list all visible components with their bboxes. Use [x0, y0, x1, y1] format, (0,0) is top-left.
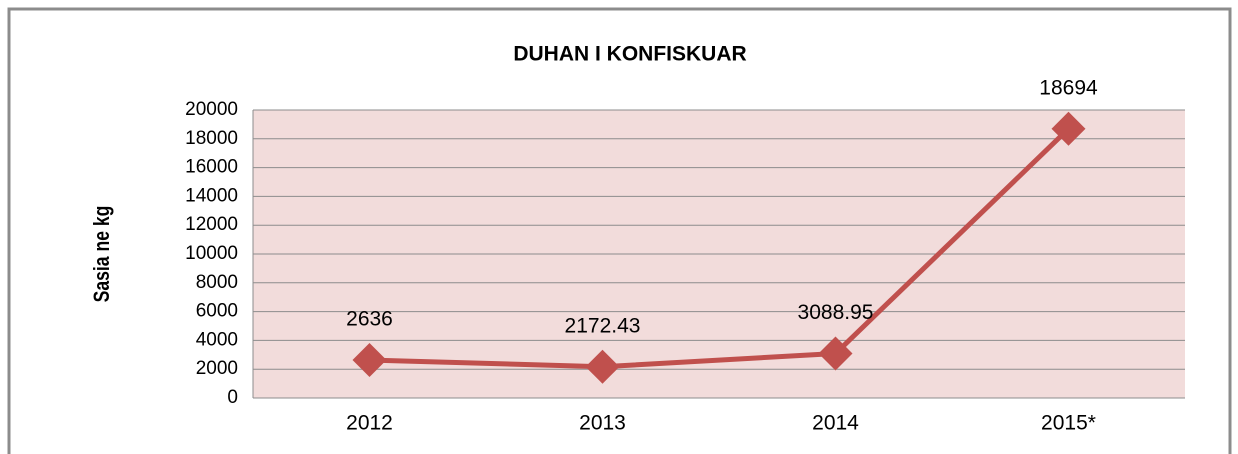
frame	[7, 7, 1232, 454]
y-tick-label: 0	[227, 387, 238, 408]
y-tick-label: 14000	[185, 185, 238, 206]
marker	[818, 336, 853, 371]
data-label: 3088.95	[798, 301, 874, 324]
x-tick-label: 2014	[812, 412, 859, 435]
line	[369, 127, 1071, 370]
data-label: 2172.43	[565, 314, 641, 337]
y-tick-label: 4000	[196, 329, 238, 350]
marker	[352, 343, 387, 378]
x-tick-label: 2013	[579, 412, 626, 435]
marker	[1051, 111, 1086, 146]
chart-title: DUHAN I KONFISKUAR	[513, 43, 746, 66]
y-tick-label: 20000	[185, 99, 238, 120]
y-tick-label: 18000	[185, 128, 238, 149]
x-tick-label: 2015*	[1041, 412, 1096, 435]
y-tick-label: 10000	[185, 243, 238, 264]
x-tick-label: 2012	[346, 412, 393, 435]
marker	[585, 349, 620, 384]
y-tick-label: 2000	[196, 358, 238, 379]
data-label: 2636	[346, 308, 393, 331]
data-label: 18694	[1039, 76, 1098, 99]
y-axis-label: Sasia ne kg	[90, 206, 114, 303]
y-tick-label: 6000	[196, 301, 238, 322]
y-tick-label: 16000	[185, 157, 238, 178]
y-tick-label: 8000	[196, 272, 238, 293]
y-tick-label: 12000	[185, 214, 238, 235]
